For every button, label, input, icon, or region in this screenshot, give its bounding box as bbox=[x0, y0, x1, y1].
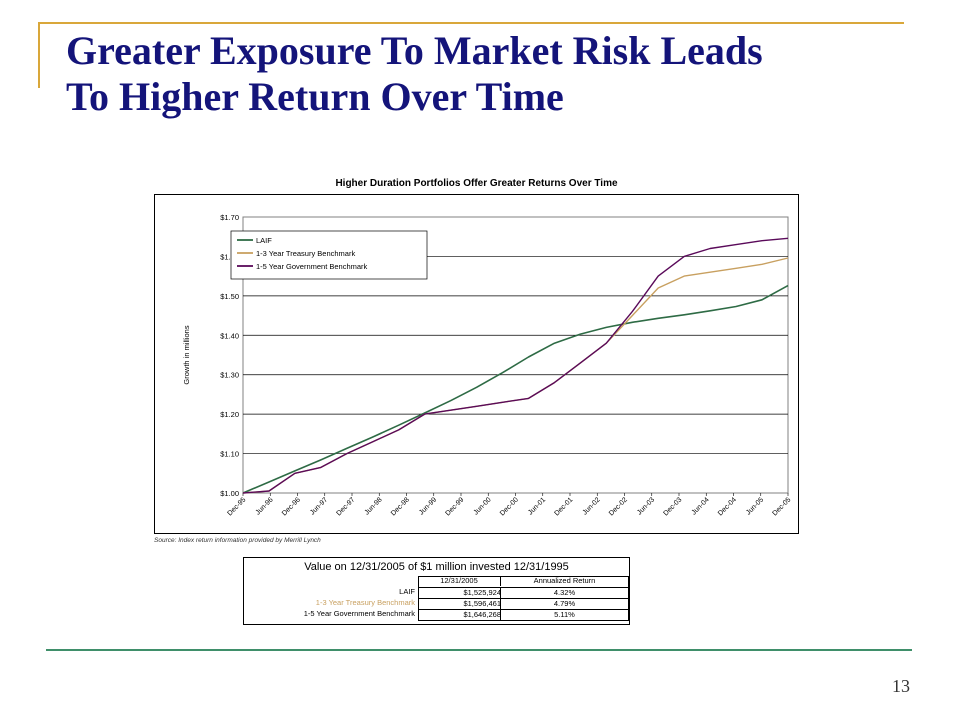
x-tick-label: Dec-97 bbox=[335, 496, 356, 517]
slide-title: Greater Exposure To Market Risk Leads To… bbox=[66, 28, 926, 120]
x-tick-label: Jun-99 bbox=[418, 496, 438, 516]
y-axis-label: Growth in millions bbox=[182, 325, 191, 384]
bottom-rule bbox=[46, 649, 912, 651]
slide-title-line-1: Greater Exposure To Market Risk Leads bbox=[66, 28, 763, 73]
x-tick-label: Dec-03 bbox=[662, 496, 683, 517]
value-table-row-value: $1,596,461 bbox=[418, 598, 501, 609]
y-tick-label: $1.20 bbox=[220, 410, 239, 419]
value-table-row-return: 4.32% bbox=[500, 587, 629, 598]
y-tick-label: $1.70 bbox=[220, 213, 239, 222]
value-table-row: 1-5 Year Government Benchmark $1,646,268 5… bbox=[244, 609, 629, 621]
legend-label: 1-5 Year Government Benchmark bbox=[256, 262, 368, 271]
value-table-title: Value on 12/31/2005 of $1 million invest… bbox=[304, 561, 569, 573]
legend-label: LAIF bbox=[256, 236, 272, 245]
value-table-row: LAIF $1,525,924 4.32% bbox=[244, 587, 629, 598]
legend-box bbox=[230, 230, 428, 280]
x-tick-label: Jun-05 bbox=[745, 496, 765, 516]
value-table-header-box bbox=[418, 576, 629, 587]
chart-title: Higher Duration Portfolios Offer Greater… bbox=[335, 178, 618, 189]
x-tick-label: Jun-01 bbox=[527, 496, 547, 516]
slide-title-line-2: To Higher Return Over Time bbox=[66, 74, 564, 119]
top-accent-rule bbox=[38, 22, 904, 24]
legend-label: 1-3 Year Treasury Benchmark bbox=[256, 249, 355, 258]
x-tick-label: Dec-02 bbox=[608, 496, 629, 517]
x-tick-label: Jun-96 bbox=[255, 496, 275, 516]
x-tick-label: Jun-97 bbox=[309, 496, 329, 516]
x-tick-label: Jun-00 bbox=[473, 496, 493, 516]
y-tick-label: $1.40 bbox=[220, 331, 239, 340]
y-tick-label: $1.10 bbox=[220, 450, 239, 459]
x-tick-label: Jun-98 bbox=[364, 496, 384, 516]
x-tick-label: Dec-95 bbox=[226, 496, 247, 517]
x-tick-label: Jun-03 bbox=[636, 496, 656, 516]
x-tick-label: Dec-05 bbox=[771, 496, 792, 517]
value-table-row-value: $1,525,924 bbox=[418, 587, 501, 598]
value-table-row-return: 5.11% bbox=[500, 609, 629, 621]
value-table-row-name: LAIF bbox=[399, 587, 415, 596]
value-table-row-return: 4.79% bbox=[500, 598, 629, 609]
x-tick-label: Dec-00 bbox=[499, 496, 520, 517]
y-tick-label: $1.60 bbox=[220, 252, 239, 261]
value-table-col-return: Annualized Return bbox=[500, 576, 628, 586]
x-tick-label: Jun-02 bbox=[582, 496, 602, 516]
value-table-row-value: $1,646,268 bbox=[418, 609, 501, 621]
y-tick-label: $1.50 bbox=[220, 292, 239, 301]
x-tick-label: Dec-04 bbox=[717, 496, 738, 517]
x-tick-label: Dec-98 bbox=[390, 496, 411, 517]
y-tick-label: $1.30 bbox=[220, 371, 239, 380]
left-accent-rule bbox=[38, 22, 40, 88]
value-table-col-date: 12/31/2005 bbox=[440, 576, 478, 585]
y-tick-label: $1.00 bbox=[220, 489, 239, 498]
page-number: 13 bbox=[892, 676, 910, 696]
x-tick-label: Dec-99 bbox=[444, 496, 465, 517]
value-table-row-name: 1-3 Year Treasury Benchmark bbox=[315, 598, 415, 607]
x-tick-label: Dec-96 bbox=[281, 496, 302, 517]
value-table-row-name: 1-5 Year Government Benchmark bbox=[303, 609, 415, 618]
series-line bbox=[242, 284, 789, 494]
value-table-row: 1-3 Year Treasury Benchmark $1,596,461 4.7… bbox=[244, 598, 629, 609]
value-table: Value on 12/31/2005 of $1 million invest… bbox=[243, 557, 630, 625]
x-tick-label: Jun-04 bbox=[691, 496, 711, 516]
series-line bbox=[242, 237, 789, 494]
x-tick-label: Dec-01 bbox=[553, 496, 574, 517]
source-note: Source: Index return information provide… bbox=[154, 537, 321, 544]
